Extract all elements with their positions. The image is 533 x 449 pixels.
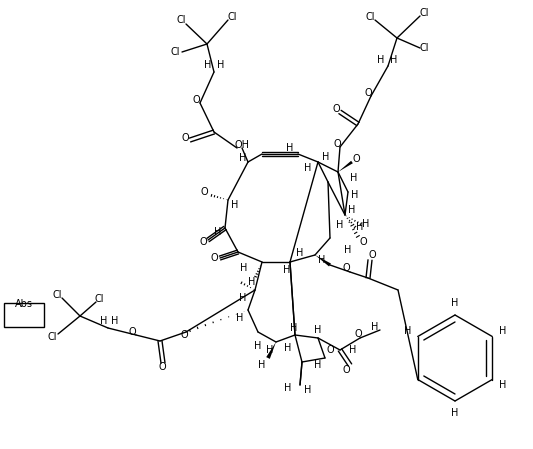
Text: H: H (254, 341, 262, 351)
Text: O: O (342, 263, 350, 273)
Text: H: H (239, 153, 247, 163)
Text: H: H (349, 345, 357, 355)
Text: O: O (359, 237, 367, 247)
Text: O: O (352, 154, 360, 164)
Text: H: H (284, 265, 290, 275)
Text: O: O (364, 88, 372, 98)
Text: H: H (314, 325, 322, 335)
Text: Cl: Cl (419, 43, 429, 53)
Text: H: H (231, 200, 239, 210)
Text: H: H (318, 255, 326, 265)
Text: O: O (326, 345, 334, 355)
Text: H: H (296, 248, 304, 258)
Text: H: H (214, 227, 222, 237)
Text: H: H (322, 152, 330, 162)
Text: O: O (158, 362, 166, 372)
Text: Cl: Cl (170, 47, 180, 57)
Text: H: H (100, 316, 108, 326)
Text: H: H (350, 173, 358, 183)
Polygon shape (266, 342, 276, 359)
Text: H: H (266, 345, 273, 355)
Text: O: O (333, 139, 341, 149)
Text: H: H (248, 277, 256, 287)
Text: H: H (362, 219, 370, 229)
Text: H: H (290, 323, 298, 333)
Text: Cl: Cl (94, 294, 104, 304)
Text: H: H (336, 220, 344, 230)
Text: H: H (499, 326, 506, 335)
Text: H: H (284, 343, 292, 353)
Text: Cl: Cl (365, 12, 375, 22)
Text: H: H (236, 313, 244, 323)
Text: O: O (181, 133, 189, 143)
Text: Abs: Abs (15, 299, 33, 309)
Text: H: H (111, 316, 119, 326)
Text: O: O (180, 330, 188, 340)
Text: H: H (348, 205, 356, 215)
Text: Cl: Cl (52, 290, 62, 300)
Text: H: H (304, 385, 312, 395)
Text: O: O (192, 95, 200, 105)
Text: H: H (403, 326, 411, 335)
Text: H: H (499, 380, 506, 391)
Text: H: H (286, 143, 294, 153)
Text: OH: OH (235, 140, 249, 150)
Text: O: O (199, 237, 207, 247)
Text: H: H (304, 163, 312, 173)
Text: O: O (368, 250, 376, 260)
FancyBboxPatch shape (4, 303, 44, 327)
Text: H: H (204, 60, 212, 70)
Text: H: H (451, 298, 459, 308)
Polygon shape (338, 161, 353, 172)
Text: Cl: Cl (176, 15, 185, 25)
Text: O: O (128, 327, 136, 337)
Text: H: H (357, 222, 364, 232)
Text: H: H (284, 383, 292, 393)
Text: O: O (354, 329, 362, 339)
Text: Cl: Cl (227, 12, 237, 22)
Text: O: O (332, 104, 340, 114)
Text: H: H (344, 245, 352, 255)
Text: H: H (314, 360, 322, 370)
Text: Cl: Cl (47, 332, 56, 342)
Text: H: H (259, 360, 265, 370)
Text: H: H (372, 322, 378, 332)
Text: H: H (451, 408, 459, 418)
Text: Cl: Cl (419, 8, 429, 18)
Text: O: O (200, 187, 208, 197)
Text: O: O (342, 365, 350, 375)
Polygon shape (315, 255, 331, 266)
Text: H: H (377, 55, 385, 65)
Text: H: H (390, 55, 398, 65)
Text: O: O (210, 253, 218, 263)
Text: H: H (239, 293, 247, 303)
Text: H: H (351, 190, 359, 200)
Text: H: H (240, 263, 248, 273)
Text: H: H (217, 60, 225, 70)
